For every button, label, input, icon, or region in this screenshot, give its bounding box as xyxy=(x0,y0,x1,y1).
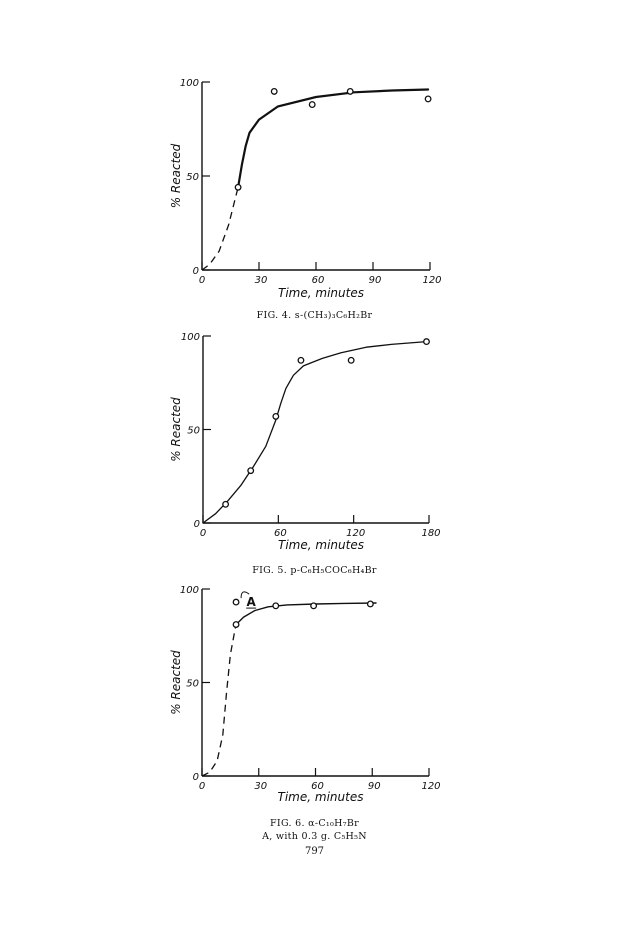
x-tick-label: 120 xyxy=(422,275,441,286)
annotation-label: A xyxy=(247,595,257,609)
x-tick-label: 180 xyxy=(421,528,440,539)
fig5-caption: FIG. 5. p-C₆H₅COC₆H₄Br xyxy=(252,565,377,576)
y-axis-title: % Reacted xyxy=(169,397,183,462)
y-tick-label: 100 xyxy=(180,78,199,89)
data-point xyxy=(310,602,318,610)
y-tick-label: 0 xyxy=(193,772,199,783)
data-point xyxy=(272,602,280,610)
data-point xyxy=(366,600,374,608)
data-point xyxy=(247,467,255,475)
data-point xyxy=(222,500,230,508)
x-axis-title: Time, minutes xyxy=(278,790,364,804)
x-tick-label: 120 xyxy=(346,528,365,539)
fig5-chart: 0 50 100 0 60 120 180 Time, minutes % Reacted xyxy=(169,332,441,552)
curve-solid xyxy=(237,88,430,189)
x-tick-label: 120 xyxy=(421,781,440,792)
page-number: 797 xyxy=(304,846,325,857)
x-tick-label: 0 xyxy=(200,528,206,539)
y-tick-label: 100 xyxy=(181,332,200,343)
data-point xyxy=(270,87,278,95)
data-point xyxy=(346,87,354,95)
y-tick-label: 0 xyxy=(193,266,199,277)
y-tick-label: 0 xyxy=(194,519,200,530)
fig4-chart: 0 50 100 0 30 60 90 120 Time, minutes % Reacted xyxy=(169,78,442,300)
x-axis-title: Time, minutes xyxy=(278,286,364,300)
data-point xyxy=(347,356,355,364)
data-point xyxy=(423,338,430,346)
x-tick-label: 90 xyxy=(369,275,382,286)
x-tick-label: 60 xyxy=(312,275,325,286)
x-tick-label: 30 xyxy=(255,275,268,286)
data-point xyxy=(424,95,432,103)
y-tick-label: 50 xyxy=(187,426,200,437)
curve-solid xyxy=(202,340,428,524)
x-tick-label: 90 xyxy=(368,781,381,792)
fig4-caption: FIG. 4. s-(CH₃)₃C₆H₂Br xyxy=(256,310,373,321)
data-point xyxy=(272,412,280,420)
curve-dashed xyxy=(201,624,237,777)
x-tick-label: 60 xyxy=(311,781,324,792)
fig6-caption: FIG. 6. α-C₁₀H₇Br xyxy=(270,818,359,829)
y-tick-label: 100 xyxy=(180,585,199,596)
annotation-arrow xyxy=(240,591,250,599)
y-axis-title: % Reacted xyxy=(169,650,183,715)
data-point xyxy=(232,621,240,628)
x-tick-label: 0 xyxy=(199,781,205,792)
curve-dashed xyxy=(201,187,239,271)
fig6-chart: 0 50 100 0 30 60 90 120 Time, minutes % Reacted A xyxy=(169,585,441,804)
data-point xyxy=(308,101,316,109)
y-axis-title: % Reacted xyxy=(169,143,183,208)
x-tick-label: 30 xyxy=(254,781,267,792)
fig6-caption-note: A, with 0.3 g. C₅H₅N xyxy=(262,831,367,842)
x-axis-title: Time, minutes xyxy=(278,538,364,552)
data-point xyxy=(234,183,242,191)
x-tick-label: 0 xyxy=(199,275,205,286)
x-tick-label: 60 xyxy=(274,528,287,539)
y-tick-label: 50 xyxy=(186,172,199,183)
curve-solid xyxy=(235,602,377,626)
data-point xyxy=(297,356,305,364)
y-tick-label: 50 xyxy=(186,679,199,690)
data-point xyxy=(232,598,240,606)
